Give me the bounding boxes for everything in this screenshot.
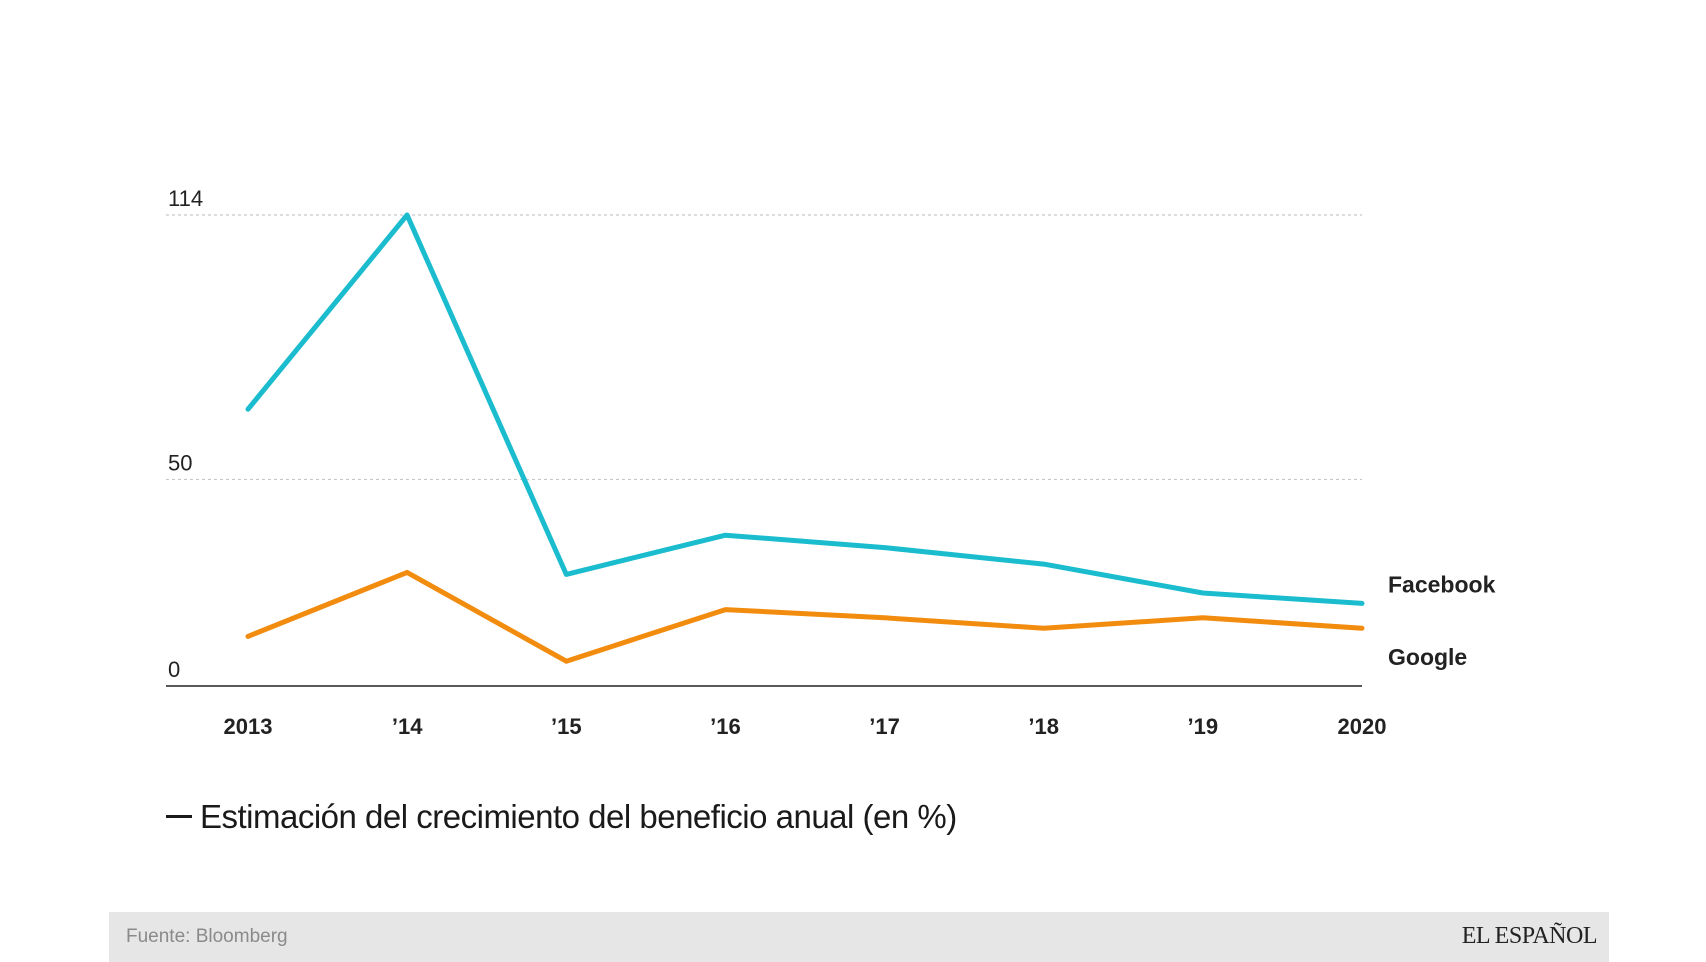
x-tick-label-1: ’14 [392, 714, 423, 739]
subtitle-text: Estimación del crecimiento del beneficio… [200, 798, 957, 835]
x-tick-label-7: 2020 [1338, 714, 1387, 739]
dash-marker [166, 814, 192, 818]
x-tick-label-3: ’16 [710, 714, 741, 739]
x-tick-label-4: ’17 [869, 714, 900, 739]
series-line-google [245, 569, 1365, 664]
source-note: Fuente: Bloomberg [126, 926, 288, 947]
series-label-google: Google [1388, 644, 1467, 670]
x-tick-label-5: ’18 [1028, 714, 1059, 739]
x-tick-label-2: ’15 [551, 714, 582, 739]
series-line-facebook [245, 212, 1365, 606]
x-tick-label-0: 2013 [224, 714, 273, 739]
footer-bar: Fuente: Bloomberg EL ESPAÑOL [109, 912, 1609, 962]
x-tick-label-6: ’19 [1188, 714, 1219, 739]
chart-subtitle: Estimación del crecimiento del beneficio… [166, 798, 957, 836]
y-tick-label-50: 50 [168, 450, 192, 475]
y-tick-label-114: 114 [168, 186, 203, 211]
y-tick-label-0: 0 [168, 657, 180, 682]
brand-logo: EL ESPAÑOL [1461, 923, 1598, 949]
series-label-facebook: Facebook [1388, 571, 1496, 597]
